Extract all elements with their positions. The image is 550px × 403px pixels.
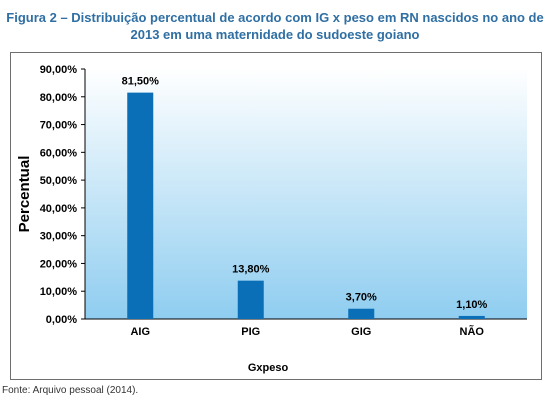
bar	[127, 92, 154, 319]
y-tick-label: 30,00%	[40, 231, 78, 243]
x-axis: AIG PIG GIG NÃO	[85, 318, 527, 338]
y-tick-label: 40,00%	[40, 203, 78, 215]
y-axis: 0,00% 10,00% 20,00% 30,00% 40,00% 50,00% 60,00…	[40, 64, 86, 326]
figure-title-line-2: 2013 em uma maternidade do sudoeste goia…	[130, 27, 420, 42]
y-axis-title: Percentual	[16, 156, 33, 233]
figure-title-line-1: Figura 2 – Distribuição percentual de ac…	[6, 10, 544, 25]
x-tick-label: PIG	[241, 326, 260, 338]
y-tick-label: 90,00%	[40, 64, 78, 76]
bar	[348, 308, 375, 319]
bars	[127, 92, 485, 319]
x-tick-label: NÃO	[460, 325, 485, 338]
x-tick-label: AIG	[130, 326, 150, 338]
y-tick-label: 50,00%	[40, 175, 78, 187]
bar-chart: 0,00% 10,00% 20,00% 30,00% 40,00% 50,00% 60,00…	[16, 64, 527, 374]
chart-frame: 0,00% 10,00% 20,00% 30,00% 40,00% 50,00% 60,00…	[10, 52, 542, 380]
y-tick-label: 0,00%	[46, 314, 77, 326]
data-label: 13,80%	[232, 264, 270, 276]
y-tick-label: 70,00%	[40, 120, 78, 132]
x-axis-title: Gxpeso	[248, 362, 289, 374]
figure-title: Figura 2 – Distribuição percentual de ac…	[0, 9, 550, 43]
x-tick-label: GIG	[351, 326, 371, 338]
data-label: 1,10%	[456, 299, 487, 311]
y-tick-label: 60,00%	[40, 147, 78, 159]
y-tick-label: 20,00%	[40, 258, 78, 270]
data-labels: 81,50% 13,80% 3,70% 1,10%	[122, 76, 488, 311]
data-label: 81,50%	[122, 76, 160, 88]
y-tick-label: 80,00%	[40, 92, 78, 104]
bar	[458, 315, 485, 319]
data-label: 3,70%	[346, 292, 377, 304]
bar	[237, 280, 264, 319]
plot-area	[85, 69, 527, 319]
figure-source: Fonte: Arquivo pessoal (2014).	[2, 385, 139, 396]
y-tick-label: 10,00%	[40, 286, 78, 298]
